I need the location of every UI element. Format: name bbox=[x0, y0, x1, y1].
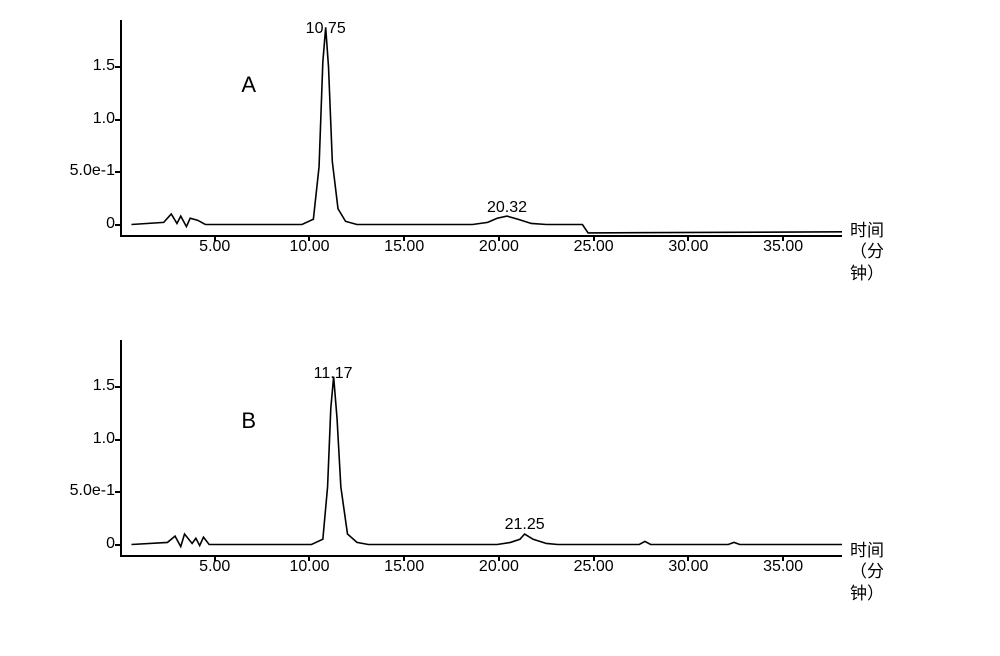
ytick-mark bbox=[115, 224, 120, 226]
ytick-label: 1.0 bbox=[60, 430, 115, 448]
ytick-mark bbox=[115, 171, 120, 173]
trace-a bbox=[122, 20, 842, 235]
panel-tag-b: B bbox=[241, 408, 256, 434]
xtick-mark bbox=[593, 555, 595, 561]
xtick-mark bbox=[498, 555, 500, 561]
peak-label: 20.32 bbox=[487, 199, 527, 217]
panel-tag-a: A bbox=[241, 72, 256, 98]
plot-area-a: A 10.75 20.32 bbox=[120, 20, 842, 237]
panel-a: A 10.75 20.32 05.0e-11.01.5 5.0010.0015.… bbox=[60, 10, 900, 295]
xtick-mark bbox=[782, 235, 784, 241]
ytick-mark bbox=[115, 491, 120, 493]
peak-label: 10.75 bbox=[306, 20, 346, 38]
ytick-mark bbox=[115, 386, 120, 388]
ytick-label: 5.0e-1 bbox=[60, 162, 115, 180]
xtick-mark bbox=[308, 235, 310, 241]
trace-b bbox=[122, 340, 842, 555]
xtick-mark bbox=[782, 555, 784, 561]
ytick-label: 5.0e-1 bbox=[60, 482, 115, 500]
xtick-mark bbox=[403, 555, 405, 561]
xlabel-line2: 钟） bbox=[850, 584, 884, 603]
ytick-mark bbox=[115, 439, 120, 441]
figure: A 10.75 20.32 05.0e-11.01.5 5.0010.0015.… bbox=[0, 0, 1000, 656]
x-axis-label-b: 时间（分 钟） bbox=[850, 540, 910, 604]
ytick-label: 1.5 bbox=[60, 377, 115, 395]
ytick-mark bbox=[115, 544, 120, 546]
xtick-mark bbox=[308, 555, 310, 561]
panel-b: B 11.17 21.25 05.0e-11.01.5 5.0010.0015.… bbox=[60, 330, 900, 615]
peak-label: 11.17 bbox=[314, 365, 353, 383]
xtick-mark bbox=[593, 235, 595, 241]
ytick-label: 0 bbox=[60, 535, 115, 553]
xtick-mark bbox=[214, 555, 216, 561]
ytick-label: 1.0 bbox=[60, 110, 115, 128]
xtick-mark bbox=[687, 235, 689, 241]
xtick-mark bbox=[214, 235, 216, 241]
ytick-label: 0 bbox=[60, 215, 115, 233]
ytick-mark bbox=[115, 66, 120, 68]
xlabel-line1: 时间（分 bbox=[850, 541, 884, 581]
plot-area-b: B 11.17 21.25 bbox=[120, 340, 842, 557]
xtick-mark bbox=[403, 235, 405, 241]
xlabel-line1: 时间（分 bbox=[850, 221, 884, 261]
xtick-mark bbox=[687, 555, 689, 561]
ytick-mark bbox=[115, 119, 120, 121]
ytick-label: 1.5 bbox=[60, 57, 115, 75]
x-axis-label-a: 时间（分 钟） bbox=[850, 220, 910, 284]
xlabel-line2: 钟） bbox=[850, 264, 884, 283]
xtick-mark bbox=[498, 235, 500, 241]
peak-label: 21.25 bbox=[505, 516, 545, 534]
